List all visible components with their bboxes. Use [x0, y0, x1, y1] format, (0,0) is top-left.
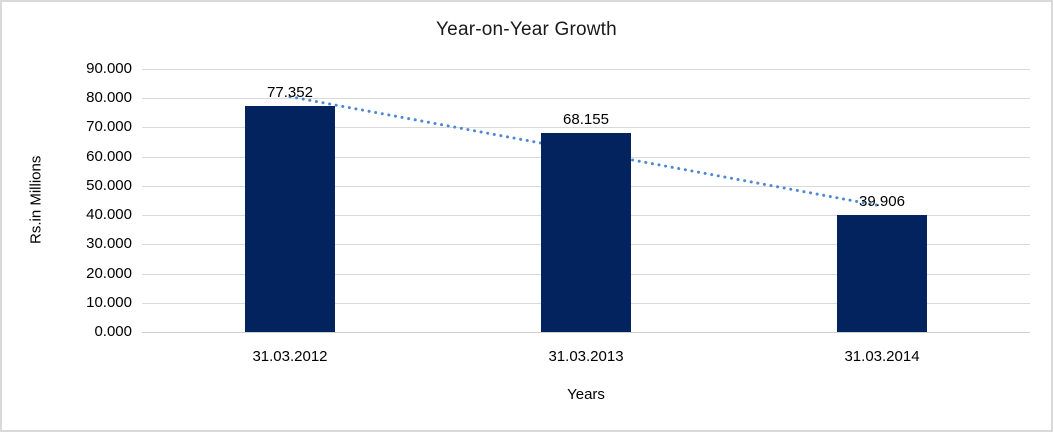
y-tick-label: 40.000 — [86, 206, 132, 224]
bar — [244, 105, 335, 332]
x-category-label: 31.03.2012 — [252, 348, 328, 365]
gridline — [142, 98, 1030, 100]
y-tick-label: 0.000 — [94, 323, 132, 340]
x-axis-categories: 31.03.2012 31.03.2013 31.03.2014 — [142, 348, 1030, 366]
y-tick-label: 70.000 — [86, 118, 132, 136]
y-tick-label: 10.000 — [86, 293, 132, 311]
bar — [837, 215, 927, 332]
bar-data-label: 77.352 — [267, 83, 313, 101]
chart-title: Year-on-Year Growth — [436, 19, 617, 40]
plot-area: 77.352 68.155 39.906 — [142, 69, 1030, 333]
y-tick-label: 80.000 — [86, 89, 132, 107]
y-tick-label: 60.000 — [86, 147, 132, 165]
x-category-label: 31.03.2013 — [548, 348, 624, 365]
y-tick-label: 30.000 — [86, 235, 132, 253]
gridline — [142, 127, 1030, 129]
x-axis-title: Years — [567, 386, 605, 403]
gridline — [142, 69, 1030, 70]
bar — [541, 132, 631, 332]
y-axis-ticks: 0.000 10.000 20.000 30.000 40.000 50.000 60.00… — [2, 60, 132, 340]
x-category-label: 31.03.2014 — [844, 348, 920, 365]
bar-data-label: 68.155 — [563, 110, 609, 128]
y-tick-label: 90.000 — [86, 60, 132, 77]
y-tick-label: 50.000 — [86, 176, 132, 194]
bar-data-label: 39.906 — [859, 193, 905, 211]
y-tick-label: 20.000 — [86, 264, 132, 282]
